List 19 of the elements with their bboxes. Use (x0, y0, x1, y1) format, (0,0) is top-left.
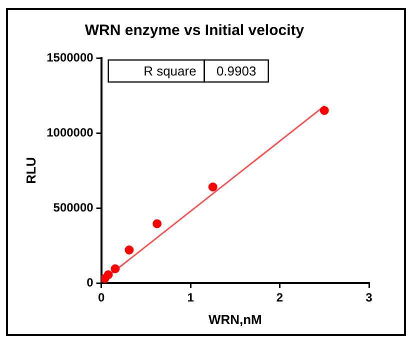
y-tick-label: 1500000 (46, 50, 94, 64)
point (104, 270, 113, 280)
x-tick-label: 3 (366, 290, 373, 305)
chart-title: WRN enzyme vs Initial velocity (84, 22, 305, 40)
y-tick-label: 500000 (53, 200, 94, 214)
point (320, 106, 329, 115)
annotation: R square (144, 64, 196, 79)
y-axis-title: RLU (23, 157, 38, 184)
x-tick-label: 2 (276, 290, 284, 305)
point (110, 264, 120, 274)
annotation: 0.9903 (216, 64, 256, 79)
x-tick-label: 0 (98, 290, 105, 305)
point (124, 246, 134, 254)
point (208, 182, 218, 192)
x-axis-title: WRN,nM (208, 312, 262, 327)
x-tick-label: 1 (187, 290, 194, 305)
point (152, 219, 162, 228)
y-tick-label: 1000000 (46, 125, 94, 140)
y-tick-label: 0 (86, 275, 94, 290)
